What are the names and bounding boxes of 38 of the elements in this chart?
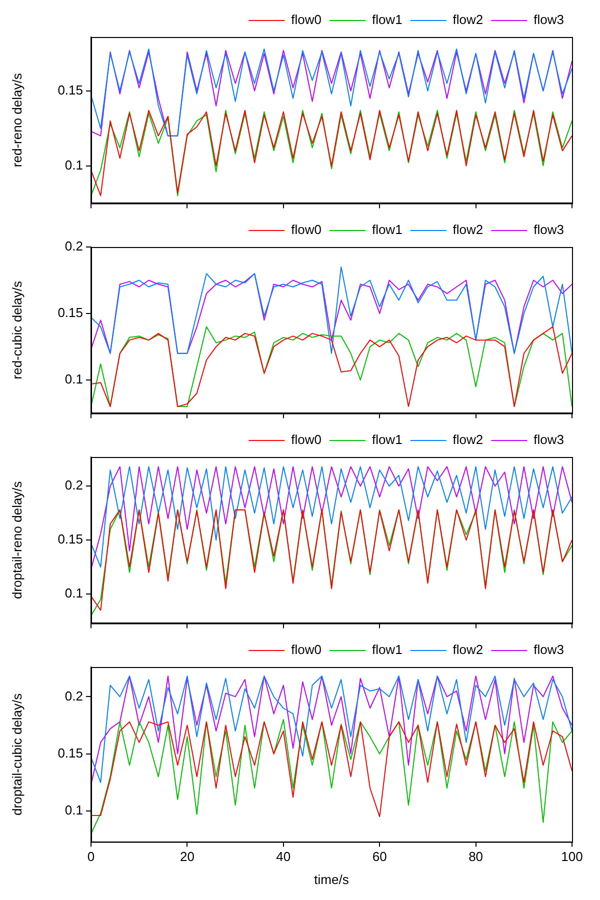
legend-label: flow1 bbox=[372, 222, 402, 238]
y-tick-label: 0.2 bbox=[64, 238, 83, 254]
y-tick-label: 0.15 bbox=[58, 532, 83, 547]
x-tick-label: 60 bbox=[372, 849, 387, 864]
y-tick-label: 0.15 bbox=[58, 745, 83, 760]
x-tick-label: 80 bbox=[468, 849, 484, 864]
legend-label: flow3 bbox=[534, 12, 564, 28]
y-axis-title: red-reno delay/s bbox=[9, 72, 24, 168]
legend-label: flow1 bbox=[372, 432, 402, 448]
x-tick-label: 20 bbox=[180, 849, 194, 864]
y-tick-label: 0.1 bbox=[64, 586, 83, 601]
legend-label: flow3 bbox=[534, 222, 564, 238]
x-axis-title: time/s bbox=[314, 872, 350, 887]
x-tick-label: 40 bbox=[276, 849, 291, 864]
y-tick-label: 0.1 bbox=[64, 802, 83, 818]
y-axis-title: red-cubic delay/s bbox=[9, 280, 24, 380]
legend-label: flow0 bbox=[291, 432, 322, 448]
legend-label: flow0 bbox=[291, 642, 322, 658]
legend-label: flow3 bbox=[534, 432, 564, 448]
legend-label: flow2 bbox=[452, 222, 484, 238]
y-tick-label: 0.2 bbox=[64, 478, 83, 493]
legend-label: flow2 bbox=[452, 642, 484, 658]
y-tick-label: 0.1 bbox=[64, 157, 83, 172]
y-axis-title: droptail-reno delay/s bbox=[9, 480, 24, 599]
legend-label: flow1 bbox=[372, 642, 402, 658]
y-axis-title: droptail-cubic delay/s bbox=[9, 692, 24, 816]
y-tick-label: 0.15 bbox=[58, 305, 83, 320]
y-tick-label: 0.15 bbox=[58, 82, 83, 98]
y-tick-label: 0.2 bbox=[64, 688, 83, 704]
x-tick-label: 0 bbox=[87, 849, 95, 864]
legend-label: flow0 bbox=[291, 12, 322, 28]
x-tick-label: 100 bbox=[561, 849, 583, 864]
y-tick-label: 0.1 bbox=[64, 372, 83, 387]
legend-label: flow2 bbox=[452, 432, 484, 448]
legend-label: flow3 bbox=[534, 642, 564, 658]
legend-label: flow1 bbox=[372, 12, 402, 28]
legend-label: flow0 bbox=[291, 222, 322, 238]
legend-label: flow2 bbox=[452, 12, 484, 28]
